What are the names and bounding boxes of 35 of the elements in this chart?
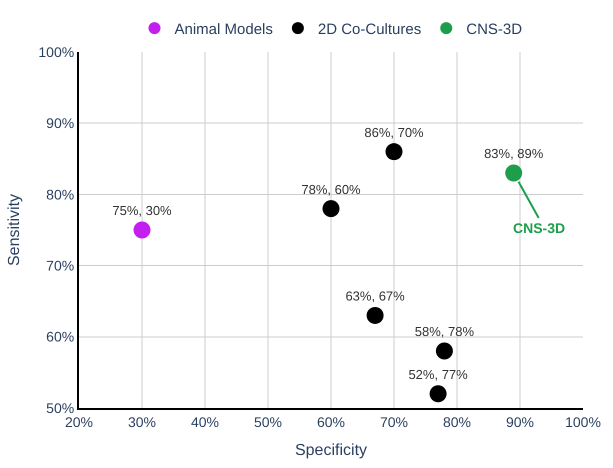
annotation: CNS-3D xyxy=(513,220,566,236)
data-label: 63%, 67% xyxy=(345,288,406,304)
point xyxy=(366,306,384,324)
x-tick-label: 60% xyxy=(316,414,346,430)
x-axis-title: Specificity xyxy=(294,442,368,459)
x-tick-label: 70% xyxy=(380,414,408,430)
data-label: 86%, 70% xyxy=(364,124,424,140)
data-label: 78%, 60% xyxy=(301,182,362,197)
x-tick-label: 80% xyxy=(442,414,472,430)
x-tick-label: 20% xyxy=(64,414,94,430)
point xyxy=(134,222,150,238)
point xyxy=(436,342,453,360)
y-tick-label: 100% xyxy=(38,44,74,60)
y-tick-label: 80% xyxy=(46,186,74,202)
x-tick-label: 30% xyxy=(128,414,156,430)
x-tick-label: 50% xyxy=(254,414,282,430)
point xyxy=(386,143,402,160)
y-axis-title: Sensitivity xyxy=(6,194,23,266)
x-tick-label: 100% xyxy=(565,414,601,430)
data-label: 83%, 89% xyxy=(484,146,544,162)
data-label: 75%, 30% xyxy=(112,203,172,218)
point xyxy=(322,200,340,218)
legend-label: CNS-3D xyxy=(466,20,522,38)
point xyxy=(430,385,447,402)
legend-label: Animal Models xyxy=(174,20,273,38)
y-tick-label: 50% xyxy=(46,400,74,416)
data-label: 52%, 77% xyxy=(408,366,468,382)
y-tick-label: 70% xyxy=(46,258,74,274)
data-label: 58%, 78% xyxy=(414,324,474,340)
y-tick-label: 60% xyxy=(46,328,74,345)
x-tick-label: 40% xyxy=(190,414,220,430)
point xyxy=(505,164,522,182)
legend-label: 2D Co-Cultures xyxy=(318,20,422,38)
x-tick-label: 90% xyxy=(506,414,534,430)
y-tick-label: 90% xyxy=(46,115,74,132)
